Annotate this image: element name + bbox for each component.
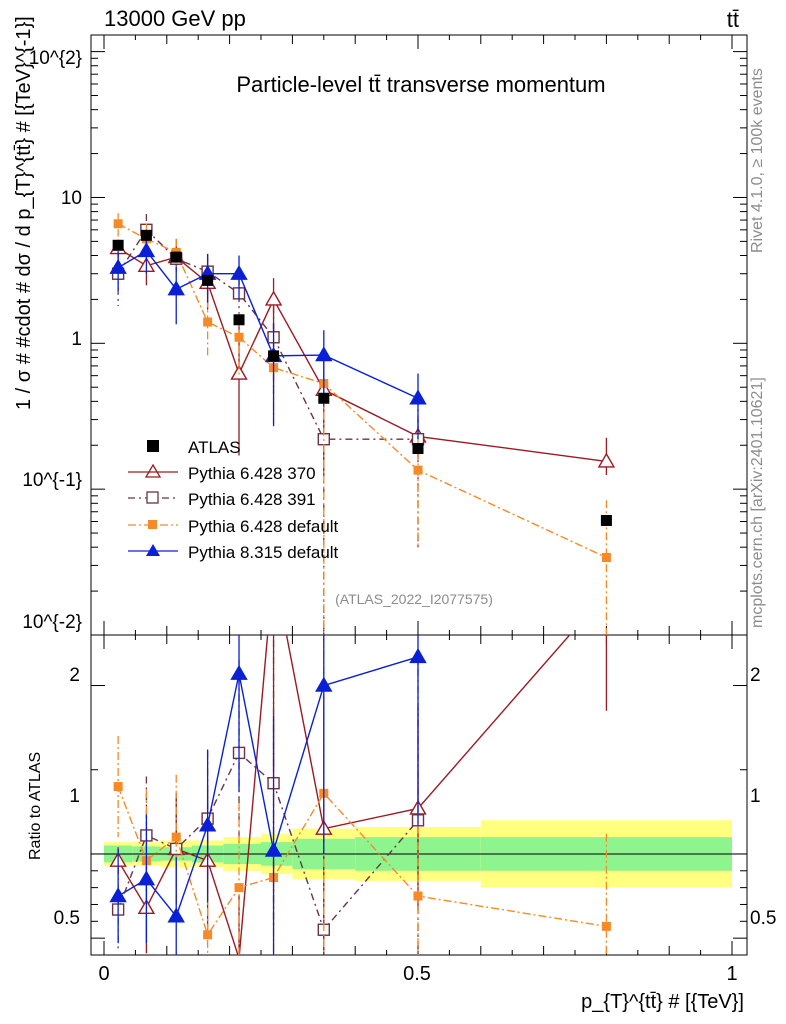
- y-axis-label: 1 / σ # #cdot # dσ / d p_{T}^{tt̄} # [{T…: [13, 16, 35, 410]
- atlas-point: [233, 314, 245, 326]
- legend-label-series-1: Pythia 6.428 391: [188, 490, 316, 509]
- y-tick-label-0: 10^{-2}: [22, 612, 82, 633]
- legend-label-series-0: Pythia 6.428 370: [188, 464, 316, 483]
- legend-label-series-2: Pythia 6.428 default: [188, 517, 339, 536]
- energy-label: 13000 GeV pp: [104, 6, 246, 31]
- series-3-ratio-point: [167, 907, 185, 923]
- chart-title: Particle-level tt̄ transverse momentum: [236, 72, 605, 97]
- ratio-tick-label-0: 0.5: [54, 908, 80, 929]
- ratio-tick-label-1: 1: [69, 786, 80, 807]
- ratio-series-group: [109, 635, 611, 955]
- series-0-ratio-line: [117, 635, 571, 955]
- atlas-point: [318, 392, 330, 404]
- atlas-point: [202, 274, 214, 286]
- rivet-version-label: Rivet 4.1.0, ≥ 100k events: [749, 68, 766, 253]
- x-tick-label-1: 0.5: [403, 963, 431, 985]
- ratio-plot-frame: [90, 634, 748, 956]
- legend: ATLAS Pythia 6.428 370 Pythia 6.428 391 …: [128, 438, 339, 562]
- legend-label-atlas: ATLAS: [188, 438, 241, 457]
- x-axis-label: p_{T}^{tt̄} # [{TeV}]: [581, 991, 744, 1013]
- atlas-reference-points: [112, 229, 612, 526]
- atlas-point: [170, 251, 182, 263]
- ratio-tick-label-right-0: 0.5: [750, 908, 776, 929]
- series-3-point: [167, 280, 185, 296]
- series-2-ratio-point: [171, 832, 181, 842]
- atlas-point: [140, 229, 152, 241]
- series-2-point: [203, 317, 213, 327]
- process-label: tt̄: [727, 7, 739, 32]
- ratio-tick-label-right-1: 1: [750, 786, 761, 807]
- series-1-ratio-line: [117, 751, 419, 932]
- series-0-point: [264, 290, 283, 306]
- series-2-point: [234, 332, 244, 342]
- atlas-point: [600, 514, 612, 526]
- series-3-ratio-point: [264, 841, 283, 857]
- series-3-line: [117, 250, 419, 399]
- series-3-point: [137, 242, 156, 258]
- legend-marker-series-1: [146, 491, 159, 504]
- series-3-point: [230, 264, 248, 280]
- atlas-point: [412, 442, 424, 454]
- series-2-ratio-point: [413, 891, 423, 901]
- series-2-point: [413, 465, 423, 475]
- axis-ticks: [91, 35, 747, 955]
- y-tick-label-1: 10^{-1}: [22, 470, 82, 491]
- atlas-point: [268, 350, 280, 362]
- main-series-group: [109, 213, 616, 635]
- ratio-tick-label-right-2: 2: [750, 665, 761, 686]
- series-2-ratio-point: [113, 782, 123, 792]
- series-3-point: [409, 389, 427, 405]
- atlas-point: [112, 239, 124, 251]
- series-3-point: [315, 346, 333, 362]
- series-3-point: [109, 258, 127, 274]
- series-2-point: [113, 219, 123, 229]
- series-3-ratio-point: [230, 664, 248, 680]
- x-tick-label-0: 0: [98, 963, 109, 985]
- x-tick-label-2: 1: [726, 963, 737, 985]
- legend-label-series-3: Pythia 8.315 default: [188, 543, 339, 562]
- y-tick-label-4: 10^{2}: [29, 48, 82, 69]
- ratio-y-axis-label: Ratio to ATLAS: [27, 752, 44, 860]
- y-tick-label-2: 1: [71, 329, 82, 350]
- series-3-ratio-point: [198, 816, 217, 832]
- series-2-ratio-point: [234, 883, 244, 893]
- y-tick-label-3: 10: [61, 188, 82, 209]
- analysis-id-label: (ATLAS_2022_I2077575): [335, 591, 493, 607]
- ratio-tick-label-2: 2: [69, 665, 80, 686]
- series-3-ratio-point: [409, 647, 427, 664]
- mcplots-url-label: mcplots.cern.ch [arXiv:2401.10621]: [749, 377, 766, 628]
- series-2-ratio-point: [601, 921, 611, 931]
- series-3-ratio-point: [109, 887, 127, 903]
- series-3-ratio-point: [137, 870, 156, 886]
- legend-marker-atlas: [147, 440, 159, 452]
- series-0-point: [597, 452, 616, 468]
- series-2-point: [601, 552, 611, 562]
- legend-marker-series-0: [144, 463, 162, 478]
- series-3-ratio-point: [315, 676, 333, 692]
- legend-marker-series-2: [148, 520, 157, 529]
- legend-marker-series-3: [146, 544, 160, 556]
- series-0-line: [117, 247, 607, 463]
- series-2-ratio-point: [203, 930, 213, 940]
